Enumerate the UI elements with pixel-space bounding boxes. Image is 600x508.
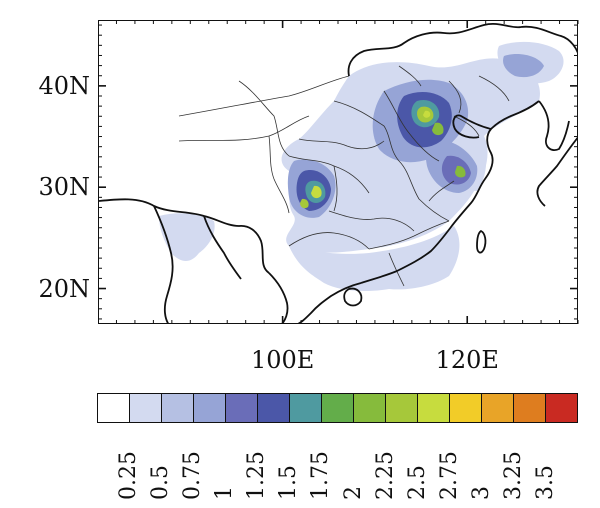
lat-label-30n: 30N	[38, 173, 90, 202]
colorbar-cell-7	[322, 394, 354, 422]
colorbar-tick-label: 3.25	[500, 451, 526, 500]
colorbar-cell-12	[482, 394, 514, 422]
colorbar-cell-14	[546, 394, 577, 422]
colorbar-tick-label: 1.75	[308, 451, 334, 500]
border-northeast	[520, 25, 577, 54]
colorbar-tick-label: 3.5	[532, 465, 558, 500]
colorbar-cell-10	[418, 394, 450, 422]
shading-base	[159, 41, 564, 291]
colorbar-cell-13	[514, 394, 546, 422]
coastline-bohai	[452, 114, 492, 139]
indochina	[268, 272, 289, 323]
china-map	[99, 23, 577, 323]
colorbar-tick-label: 0.25	[116, 451, 142, 500]
japan-coast	[536, 137, 577, 207]
lat-label-20n: 20N	[38, 274, 90, 303]
national-border-west	[99, 198, 270, 274]
colorbar-cell-1	[130, 394, 162, 422]
colorbar-tick-label: 2	[340, 486, 366, 500]
hotspot-east	[455, 165, 466, 178]
colorbar-tick-label: 1.25	[244, 451, 270, 500]
hainan	[343, 287, 363, 307]
colorbar-cell-8	[354, 394, 386, 422]
mid-band-northeast	[503, 54, 544, 78]
hotspot-sichuan-2	[311, 185, 322, 199]
taiwan	[476, 229, 487, 254]
colorbar	[97, 393, 578, 423]
lat-label-40n: 40N	[38, 71, 90, 100]
colorbar-tick-label: 0.75	[180, 451, 206, 500]
province-borders	[178, 65, 510, 287]
shade-region-south	[289, 226, 460, 291]
colorbar-cell-4	[226, 394, 258, 422]
coastline-east	[360, 100, 540, 284]
colorbar-cell-11	[450, 394, 482, 422]
hotspot-north-4	[432, 122, 444, 136]
map-panel	[98, 20, 578, 324]
colorbar-cell-0	[98, 394, 130, 422]
colorbar-cell-9	[386, 394, 418, 422]
colorbar-cell-2	[162, 394, 194, 422]
tibet-nepal	[203, 215, 242, 280]
coastline-south	[297, 282, 362, 323]
shading-hot	[300, 99, 466, 209]
shade-region-tibet-south	[159, 213, 215, 261]
hotspot-north-3	[423, 110, 431, 118]
lon-label-120e: 120E	[435, 346, 499, 374]
coastline-borders	[99, 23, 577, 323]
bay-of-bengal	[153, 205, 174, 323]
lon-label-100e: 100E	[250, 346, 315, 374]
colorbar-tick-label: 1.5	[276, 465, 302, 500]
colorbar-tick-label: 2.75	[436, 451, 462, 500]
border-north	[347, 23, 522, 77]
colorbar-tick-label: 3	[468, 486, 494, 500]
colorbar-tick-label: 2.25	[372, 451, 398, 500]
colorbar-cell-6	[290, 394, 322, 422]
korea-peninsula	[538, 100, 570, 151]
colorbar-tick-label: 1	[212, 486, 238, 500]
hotspot-sichuan-3	[300, 198, 309, 209]
colorbar-cell-3	[194, 394, 226, 422]
colorbar-cell-5	[258, 394, 290, 422]
colorbar-tick-label: 0.5	[148, 465, 174, 500]
colorbar-tick-label: 2.5	[404, 465, 430, 500]
